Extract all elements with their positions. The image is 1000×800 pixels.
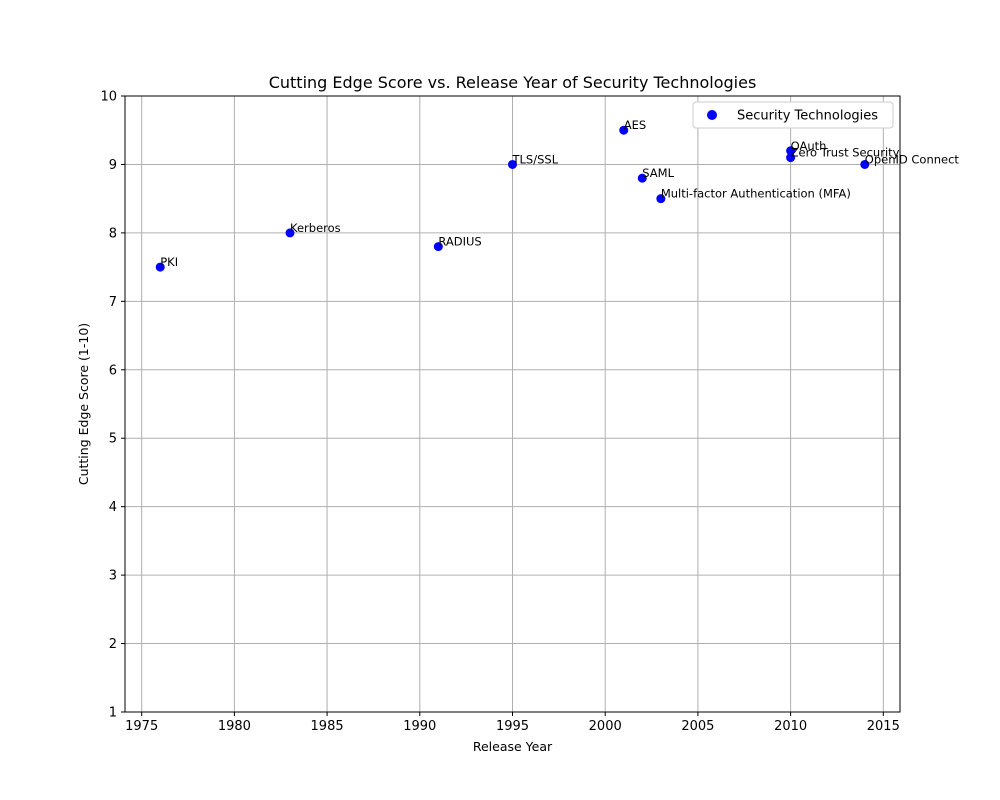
x-tick-label: 2005	[681, 719, 714, 734]
data-point	[508, 159, 517, 169]
data-point-label: RADIUS	[438, 235, 481, 249]
x-tick-label: 1990	[403, 719, 436, 734]
x-tick-label: 2000	[589, 719, 622, 734]
data-point-label: SAML	[642, 166, 674, 180]
y-tick-label: 5	[109, 432, 117, 447]
y-tick-label: 3	[109, 569, 117, 584]
y-tick-label: 6	[109, 363, 117, 378]
legend-marker	[707, 110, 717, 120]
data-point-label: Multi-factor Authentication (MFA)	[661, 187, 851, 201]
data-point	[285, 228, 295, 238]
data-point	[786, 146, 796, 156]
data-point	[860, 159, 870, 169]
x-tick-label: 1985	[311, 719, 344, 734]
legend: Security Technologies	[692, 101, 894, 129]
y-tick-label: 10	[100, 90, 117, 105]
axis-ticks: 1975 1980 1985 1990 1995 2000 2005 2010 2015 1 2 3 4…	[100, 90, 899, 735]
y-tick-label: 2	[109, 637, 117, 652]
legend-box	[692, 101, 894, 129]
data-point-label: PKI	[160, 255, 178, 269]
data-point	[155, 262, 165, 272]
x-tick-label: 1995	[496, 719, 529, 734]
x-tick-label: 1975	[125, 719, 158, 734]
data-point-label: OAuth	[791, 139, 827, 153]
y-tick-label: 9	[109, 158, 117, 173]
x-axis-label: Release Year	[473, 739, 553, 754]
chart-title: Cutting Edge Score vs. Release Year of S…	[269, 73, 757, 92]
y-axis-label: Cutting Edge Score (1-10)	[76, 323, 91, 485]
data-point-label: AES	[624, 118, 646, 132]
data-point	[433, 242, 443, 252]
x-tick-label: 2010	[774, 719, 807, 734]
y-tick-label: 1	[109, 706, 117, 721]
y-tick-label: 8	[109, 226, 117, 241]
data-point-label: TLS/SSL	[512, 152, 559, 166]
y-tick-label: 7	[109, 295, 117, 310]
y-tick-label: 4	[109, 500, 117, 515]
legend-label: Security Technologies	[737, 109, 878, 124]
data-point	[619, 125, 629, 135]
data-point-label: Kerberos	[290, 221, 341, 235]
data-point	[656, 194, 666, 204]
data-point	[786, 153, 796, 163]
x-tick-label: 1980	[218, 719, 251, 734]
x-tick-label: 2015	[867, 719, 900, 734]
data-point-label: Zero Trust Security	[791, 146, 900, 160]
data-points: PKI Kerberos RADIUS TLS/SSL AES SAML Multi-fac…	[155, 118, 960, 272]
data-point-label: OpenID Connect	[865, 152, 960, 166]
data-point	[637, 173, 647, 183]
